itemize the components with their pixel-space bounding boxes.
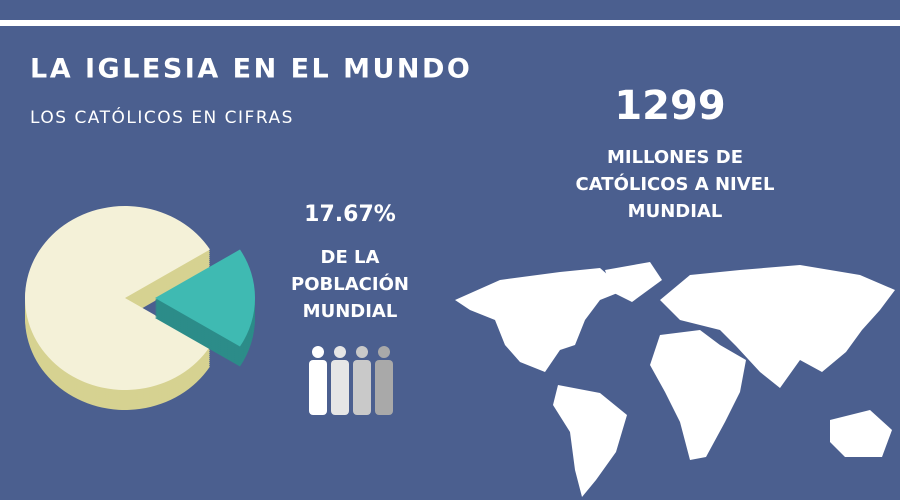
title: LA IGLESIA EN EL MUNDO	[30, 54, 472, 85]
share-label: MUNDIAL	[303, 301, 398, 322]
share-label: POBLACIÓN	[291, 273, 409, 295]
continent	[553, 385, 627, 497]
share-value: 17.67%	[304, 202, 396, 227]
catholics-label: CATÓLICOS A NIVEL	[576, 173, 775, 195]
continent	[660, 265, 895, 388]
pie-rest	[25, 206, 210, 390]
catholics-label: MUNDIAL	[628, 201, 723, 222]
top-rule	[0, 20, 900, 26]
continent	[455, 268, 625, 372]
catholics-label: MILLONES DE	[607, 147, 743, 168]
catholics-value: 1299	[614, 83, 725, 129]
continent	[605, 262, 662, 302]
world-map	[455, 262, 895, 497]
pie-slice	[155, 249, 255, 347]
continent	[830, 410, 892, 457]
people-icon	[309, 346, 393, 415]
continent	[650, 330, 746, 460]
share-label: DE LA	[321, 247, 380, 268]
subtitle: LOS CATÓLICOS EN CIFRAS	[30, 106, 294, 128]
